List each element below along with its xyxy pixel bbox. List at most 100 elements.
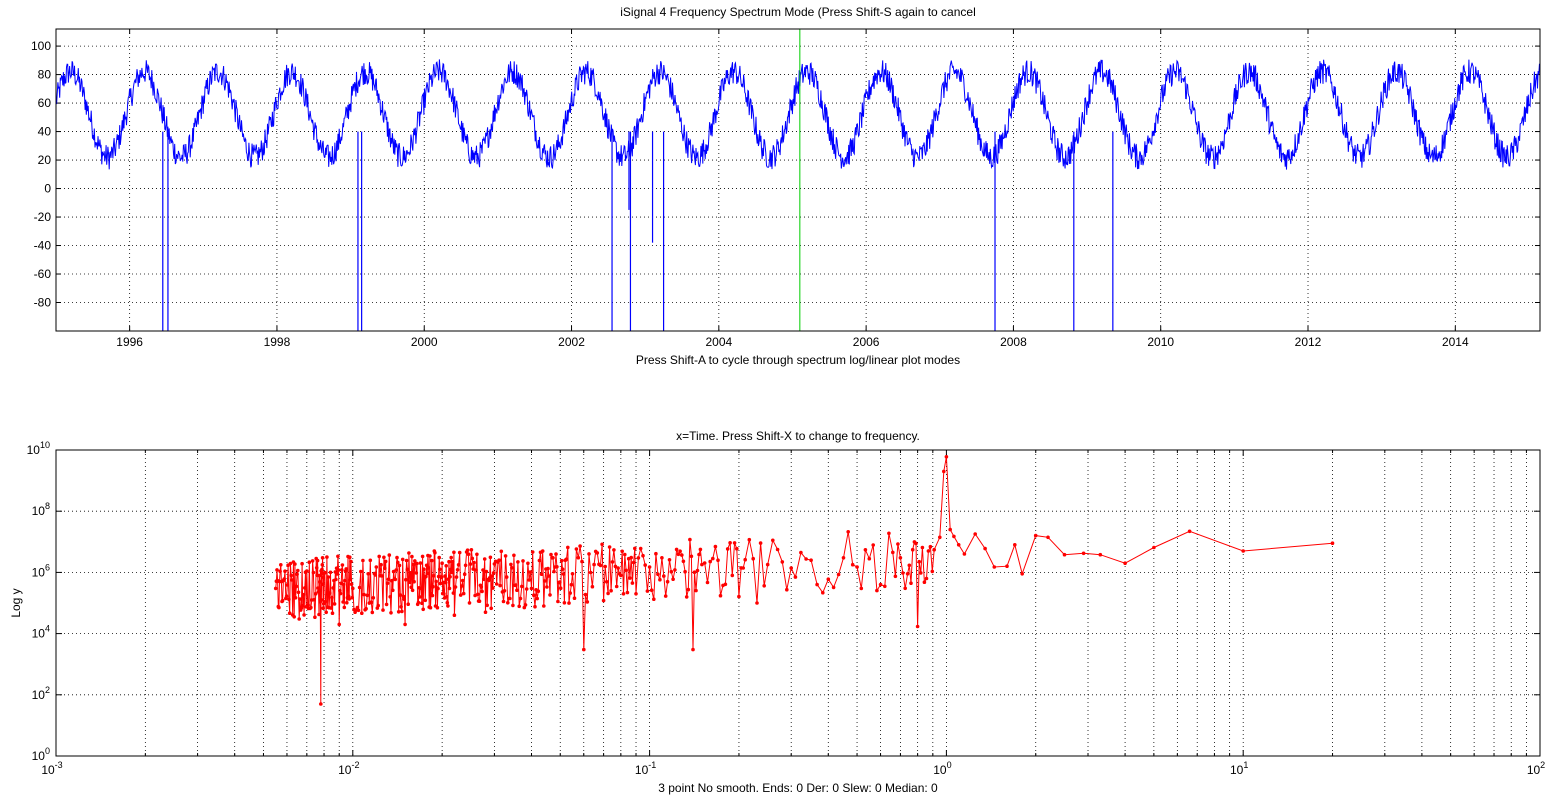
spectrum-point-205 bbox=[424, 574, 428, 579]
spectrum-point-475 bbox=[785, 587, 789, 592]
spectrum-point-63 bbox=[317, 573, 322, 578]
spectrum-point-202 bbox=[422, 567, 426, 571]
spectrum-point-28 bbox=[293, 596, 298, 600]
spectrum-point-59 bbox=[315, 558, 320, 563]
spectrum-point-104 bbox=[340, 563, 345, 567]
spectrum-point-176 bbox=[403, 622, 407, 627]
spectrum-point-131 bbox=[362, 592, 366, 597]
spectrum-point-302 bbox=[498, 583, 502, 588]
spectrum-point-143 bbox=[374, 565, 379, 569]
spectrum-point-373 bbox=[578, 544, 582, 548]
spectrum-point-296 bbox=[491, 571, 496, 575]
spectrum-point-21 bbox=[288, 561, 293, 566]
spectrum-point-258 bbox=[457, 550, 462, 555]
spectrum-point-496 bbox=[883, 584, 887, 589]
spectrum-point-419 bbox=[652, 597, 656, 601]
spectrum-point-483 bbox=[826, 577, 831, 581]
spectrum-point-430 bbox=[673, 568, 677, 572]
spectrum-point-448 bbox=[702, 561, 707, 565]
top-xtick-label-1998: 1998 bbox=[264, 335, 291, 349]
spectrum-point-542 bbox=[1330, 541, 1335, 545]
spectrum-point-417 bbox=[647, 565, 652, 569]
spectrum-point-428 bbox=[669, 569, 674, 574]
spectrum-point-14 bbox=[283, 569, 287, 573]
spectrum-point-409 bbox=[631, 560, 636, 565]
spectrum-point-294 bbox=[490, 574, 494, 578]
bot-xtick-label-2: 10-1 bbox=[635, 760, 656, 777]
spectrum-point-115 bbox=[347, 597, 352, 601]
spectrum-point-523 bbox=[948, 527, 952, 532]
spectrum-point-524 bbox=[952, 534, 956, 539]
spectrum-point-536 bbox=[1081, 551, 1086, 556]
spectrum-point-510 bbox=[915, 624, 920, 629]
spectrum-point-191 bbox=[414, 571, 419, 575]
spectrum-point-527 bbox=[973, 532, 977, 536]
top-xtick-label-2002: 2002 bbox=[558, 335, 585, 349]
bottom-plot-tick-labels: 10-3 10-2 10-1 100 101 102 100 102 104 106 108 1010 bbox=[27, 440, 1546, 777]
spectrum-point-198 bbox=[419, 586, 424, 591]
spectrum-point-149 bbox=[380, 574, 384, 578]
spectrum-point-188 bbox=[412, 579, 416, 584]
spectrum-point-19 bbox=[287, 597, 291, 602]
spectrum-point-396 bbox=[614, 584, 619, 589]
spectrum-point-94 bbox=[334, 577, 338, 582]
spectrum-point-224 bbox=[436, 586, 440, 591]
spectrum-point-453 bbox=[716, 558, 720, 562]
spectrum-point-438 bbox=[686, 587, 691, 592]
spectrum-point-500 bbox=[896, 542, 900, 546]
spectrum-point-105 bbox=[341, 600, 345, 604]
spectrum-point-303 bbox=[499, 549, 504, 554]
spectrum-point-359 bbox=[559, 558, 564, 563]
spectrum-point-206 bbox=[424, 563, 429, 568]
spectrum-point-484 bbox=[831, 585, 836, 590]
spectrum-point-471 bbox=[765, 562, 770, 567]
spectrum-point-71 bbox=[320, 563, 325, 567]
spectrum-point-8 bbox=[279, 563, 283, 567]
spectrum-point-257 bbox=[456, 563, 461, 567]
spectrum-point-311 bbox=[508, 596, 512, 601]
spectrum-point-34 bbox=[298, 597, 302, 601]
spectrum-point-110 bbox=[344, 567, 349, 571]
spectrum-point-185 bbox=[410, 554, 414, 559]
spectrum-point-323 bbox=[521, 559, 525, 563]
spectrum-point-244 bbox=[447, 586, 452, 591]
spectrum-point-45 bbox=[305, 603, 310, 607]
top-xtick-label-2008: 2008 bbox=[1000, 335, 1027, 349]
spectrum-point-403 bbox=[624, 568, 628, 573]
spectrum-points bbox=[273, 455, 1335, 706]
spectrum-point-60 bbox=[316, 586, 320, 590]
spectrum-point-153 bbox=[383, 559, 388, 564]
top-plot-title: iSignal 4 Frequency Spectrum Mode (Press… bbox=[620, 5, 976, 19]
spectrum-point-464 bbox=[741, 566, 745, 570]
spectrum-point-505 bbox=[907, 563, 912, 568]
spectrum-point-281 bbox=[479, 585, 484, 589]
spectrum-point-348 bbox=[549, 552, 553, 557]
spectrum-point-375 bbox=[582, 647, 586, 652]
spectrum-point-328 bbox=[527, 578, 531, 582]
spectrum-point-126 bbox=[356, 608, 361, 613]
spectrum-point-418 bbox=[649, 588, 654, 592]
spectrum-point-239 bbox=[444, 595, 449, 599]
spectrum-point-369 bbox=[570, 572, 575, 576]
spectrum-point-255 bbox=[454, 575, 459, 579]
spectrum-point-51 bbox=[310, 559, 315, 563]
top-signal-dropouts bbox=[162, 131, 1114, 331]
spectrum-point-493 bbox=[871, 543, 875, 547]
spectrum-point-456 bbox=[723, 582, 728, 587]
spectrum-point-160 bbox=[390, 578, 394, 583]
spectrum-point-125 bbox=[355, 605, 360, 610]
spectrum-point-322 bbox=[520, 584, 524, 589]
spectrum-point-180 bbox=[406, 602, 411, 606]
spectrum-point-5 bbox=[277, 605, 281, 610]
spectrum-point-529 bbox=[992, 565, 997, 569]
spectrum-point-395 bbox=[613, 564, 618, 569]
spectrum-point-309 bbox=[506, 601, 510, 605]
spectrum-point-108 bbox=[343, 578, 347, 583]
spectrum-point-472 bbox=[771, 538, 775, 543]
spectrum-point-521 bbox=[942, 469, 946, 474]
spectrum-point-135 bbox=[366, 572, 371, 576]
spectrum-point-7 bbox=[278, 569, 282, 574]
spectrum-point-196 bbox=[418, 595, 422, 599]
spectrum-point-317 bbox=[514, 583, 518, 587]
spectrum-point-336 bbox=[536, 589, 541, 593]
